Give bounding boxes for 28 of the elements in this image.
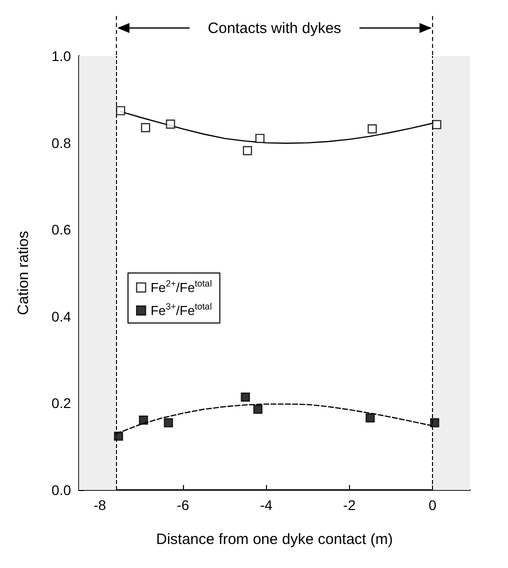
point <box>138 416 148 425</box>
point <box>368 124 377 134</box>
y-tick-label: 0.2 <box>52 395 72 412</box>
x-tick-label: -6 <box>176 497 190 513</box>
point <box>166 120 176 129</box>
point <box>140 123 150 132</box>
point <box>114 432 124 441</box>
point <box>255 134 265 144</box>
x-tick-label: -4 <box>260 497 273 513</box>
point <box>430 418 440 428</box>
point <box>242 146 252 156</box>
point <box>164 418 174 428</box>
x-tick-label: -2 <box>343 497 356 513</box>
x-tick-label: 0 <box>428 497 437 513</box>
point <box>240 392 250 402</box>
y-axis-title: Cation ratios <box>15 230 32 316</box>
y-tick-label: 0.6 <box>52 222 72 238</box>
x-axis-title: Distance from one dyke contact (m) <box>156 531 393 548</box>
y-tick-label: 0.8 <box>52 134 72 151</box>
x-tick-label: -8 <box>94 497 106 513</box>
point <box>116 106 126 116</box>
y-tick-label: 0.0 <box>52 482 72 498</box>
point <box>366 413 375 423</box>
point <box>432 120 442 130</box>
text: Contacts with dykes <box>208 20 342 37</box>
y-tick-label: 1.0 <box>52 48 72 64</box>
y-tick-label: 0.4 <box>52 308 72 324</box>
point <box>253 404 262 414</box>
